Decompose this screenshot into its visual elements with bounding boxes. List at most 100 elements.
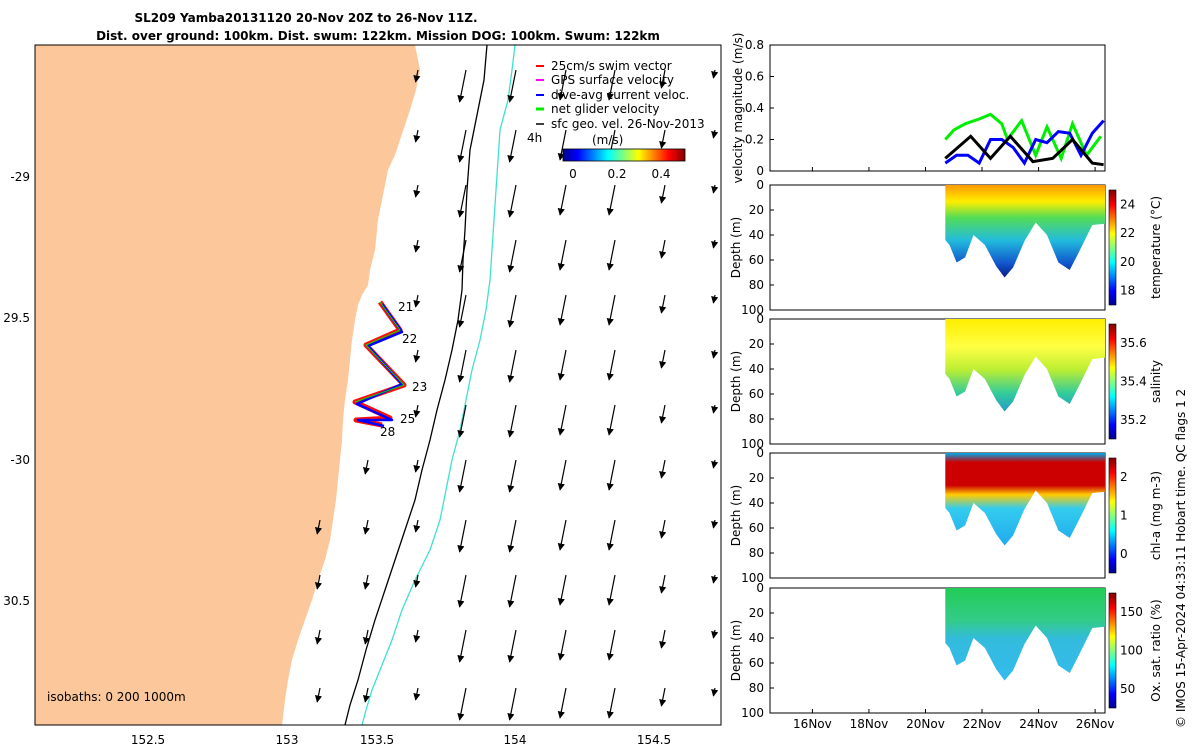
- velocity-vector: [413, 239, 421, 253]
- velocity-vector: [457, 239, 467, 273]
- title-line1: SL209 Yamba20131120 20-Nov 20Z to 26-Nov…: [135, 11, 478, 25]
- land-area: [35, 45, 420, 725]
- map-y-tick: -30: [10, 453, 30, 467]
- velocity-vector: [362, 629, 371, 645]
- velocity-y-tick: 0.4: [745, 101, 764, 115]
- velocity-vector: [413, 629, 421, 643]
- map-frame: [34, 44, 722, 726]
- velocity-vector: [606, 184, 616, 216]
- velocity-vector: [507, 519, 517, 553]
- velocity-vector: [457, 404, 467, 438]
- colorbar-tick: 35.2: [1120, 413, 1147, 427]
- map-x-tick: 154: [504, 733, 527, 747]
- velocity-vector: [606, 349, 616, 381]
- map-panel: 21 22 23 25 28 25cm/s swim vector GPS su…: [3, 44, 722, 747]
- depth-y-label: Depth (m): [729, 620, 743, 681]
- map-y-tick: 30.5: [3, 594, 30, 608]
- depth-y-tick: 60: [749, 521, 764, 535]
- geostrophic-velocity-vectors: [314, 69, 719, 721]
- depth-y-tick: 20: [749, 471, 764, 485]
- velocity-vector: [362, 687, 371, 703]
- velocity-series-line: [944, 119, 1105, 167]
- depth-y-tick: 60: [749, 656, 764, 670]
- legend-label: GPS surface velocity: [551, 73, 674, 87]
- velocity-vector: [659, 687, 667, 707]
- depth-y-tick: 20: [749, 203, 764, 217]
- velocity-vector: [711, 239, 719, 249]
- depth-y-tick: 80: [749, 546, 764, 560]
- velocity-vector: [659, 459, 667, 479]
- time-x-tick: 18Nov: [850, 717, 889, 731]
- depth-y-tick: 0: [756, 312, 764, 326]
- velocity-vector: [314, 629, 323, 645]
- time-x-tick: 24Nov: [1019, 717, 1058, 731]
- velocity-vector: [457, 129, 467, 163]
- legend-entry-geo-velocity: sfc geo. vel. 26-Nov-2013: [536, 117, 705, 131]
- velocity-series-line: [944, 112, 1103, 163]
- time-x-tick: 16Nov: [793, 717, 832, 731]
- depth-y-tick: 40: [749, 362, 764, 376]
- legend-entry-swim-vector: 25cm/s swim vector: [536, 59, 672, 73]
- glider-track: [352, 300, 407, 428]
- velocity-vector: [557, 294, 567, 326]
- velocity-vector: [507, 404, 517, 438]
- velocity-vector: [507, 574, 517, 608]
- velocity-vector: [413, 294, 421, 308]
- time-x-tick: 26Nov: [1076, 717, 1115, 731]
- velocity-vector: [659, 239, 667, 259]
- legend-entry-net-velocity: net glider velocity: [536, 102, 659, 116]
- velocity-vector: [711, 294, 719, 304]
- velocity-vector: [413, 459, 421, 473]
- velocity-vector: [659, 69, 667, 89]
- legend-label: 25cm/s swim vector: [551, 59, 672, 73]
- depth-section-field: [945, 319, 1105, 412]
- track-day-label: 21: [398, 300, 413, 314]
- depth-y-tick: 100: [741, 571, 764, 585]
- velocity-vector: [557, 519, 567, 551]
- colorbar-label: Ox. sat. ratio (%): [1149, 599, 1163, 701]
- isobath-1000m: [361, 45, 516, 725]
- colorbar-tick: 22: [1120, 226, 1135, 240]
- credit-text: © IMOS 15-Apr-2024 04:33:11 Hobart time.…: [1174, 389, 1188, 728]
- velocity-vector: [413, 687, 421, 701]
- scale-label: 4h: [527, 131, 542, 145]
- depth-colorbar: [1108, 189, 1117, 306]
- colorbar-tick: 35.4: [1120, 375, 1147, 389]
- velocity-vector: [711, 184, 719, 194]
- colorbar-tick: 150: [1120, 605, 1143, 619]
- colorbar-tick: 1: [1120, 509, 1128, 523]
- depth-y-tick: 100: [741, 303, 764, 317]
- velocity-vector: [507, 69, 517, 103]
- velocity-vector: [457, 294, 467, 328]
- velocity-vector: [659, 629, 667, 649]
- velocity-vector: [557, 404, 567, 436]
- velocity-vector: [606, 239, 616, 271]
- legend-entry-dive-avg: dive-avg current veloc.: [536, 88, 689, 102]
- velocity-vector: [606, 459, 616, 491]
- velocity-vector: [557, 239, 567, 271]
- map-x-axis: 152.5 153 153.5 154 154.5: [131, 733, 671, 747]
- velocity-vector: [413, 184, 421, 198]
- velocity-vector: [507, 629, 517, 663]
- velocity-vector: [711, 69, 719, 79]
- velocity-vector: [362, 519, 371, 535]
- velocity-vector: [557, 69, 567, 101]
- depth-y-label: Depth (m): [729, 351, 743, 412]
- depth-y-tick: 100: [741, 706, 764, 720]
- velocity-vector: [557, 349, 567, 381]
- depth-colorbar: [1108, 457, 1117, 574]
- velocity-vector: [457, 687, 467, 721]
- map-x-tick: 153.5: [360, 733, 394, 747]
- depth-y-tick: 0: [756, 178, 764, 192]
- colorbar-tick: 0: [1120, 547, 1128, 561]
- velocity-vector: [659, 404, 667, 424]
- colorbar-tick: 20: [1120, 255, 1135, 269]
- depth-y-label: Depth (m): [729, 485, 743, 546]
- time-x-tick: 22Nov: [963, 717, 1002, 731]
- velocity-vector: [659, 294, 667, 314]
- map-y-tick: -29: [10, 170, 30, 184]
- velocity-vector: [507, 294, 517, 328]
- depth-panel-1: 0 20 40 60 80 100 Depth (m) 18 20 22 24 temperature…: [729, 178, 1163, 317]
- colorbar-tick: 35.6: [1120, 336, 1147, 350]
